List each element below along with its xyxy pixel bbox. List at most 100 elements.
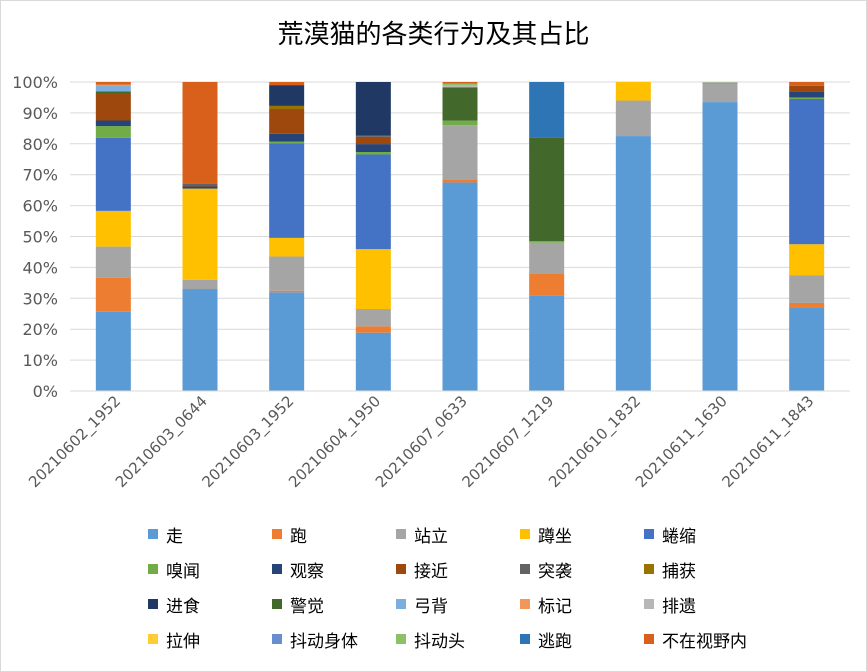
bar-segment	[702, 82, 738, 83]
bar-segment	[355, 332, 391, 391]
bar-segment	[269, 292, 305, 391]
x-tick-label: 20210607_0633	[372, 392, 472, 492]
x-tick-label: 20210603_0644	[112, 392, 212, 492]
bar-segment	[789, 307, 825, 391]
bar-segment	[355, 144, 391, 152]
bar-segment	[95, 86, 131, 92]
bar-segment	[789, 82, 825, 86]
bar-segment	[442, 87, 478, 121]
legend-label: 蹲坐	[538, 526, 572, 547]
legend-label: 捕获	[662, 561, 696, 582]
bar-segment	[95, 277, 131, 312]
legend-swatch	[644, 564, 654, 574]
bar-segment	[182, 186, 218, 189]
bar-segment	[789, 91, 825, 98]
bar-segment	[615, 100, 651, 137]
y-tick-label: 100%	[12, 73, 58, 92]
legend-swatch	[644, 634, 654, 644]
legend-swatch	[272, 529, 282, 539]
bar-segment	[269, 256, 305, 291]
x-tick-label: 20210611_1843	[718, 392, 818, 492]
legend-item: 拉伸	[148, 627, 272, 652]
legend-swatch	[272, 634, 282, 644]
y-tick-label: 80%	[22, 135, 58, 154]
bar-segment	[702, 102, 738, 392]
x-tick-label: 20210607_1219	[458, 392, 558, 492]
legend-label: 跑	[290, 526, 307, 547]
x-tick-label: 20210604_1950	[285, 392, 385, 492]
legend-item: 抖动身体	[272, 627, 396, 652]
stacked-bar-chart: 0% 10% 20% 30% 40% 50% 60% 70% 80% 90% 100% 2021060…	[12, 73, 850, 492]
legend-swatch	[148, 564, 158, 574]
legend-swatch	[148, 634, 158, 644]
legend-label: 站立	[414, 526, 448, 547]
legend-label: 蜷缩	[662, 526, 696, 547]
bar-segment	[615, 82, 651, 101]
chart-title: 荒漠猫的各类行为及其占比	[277, 20, 590, 50]
legend-item: 站立	[396, 522, 520, 547]
legend-label: 标记	[538, 596, 572, 617]
x-tick-label: 20210610_1832	[545, 392, 645, 492]
legend-item: 观察	[272, 557, 396, 582]
legend-label: 突袭	[538, 561, 572, 582]
y-tick-label: 90%	[22, 104, 58, 123]
y-tick-label: 0%	[33, 382, 58, 401]
bar-segment	[702, 82, 738, 84]
bar-segment	[355, 135, 391, 137]
legend-item: 标记	[520, 592, 644, 617]
legend-item: 进食	[148, 592, 272, 617]
bar-segment	[529, 242, 565, 274]
bar-segment	[789, 275, 825, 303]
x-tick-label: 20210611_1630	[632, 392, 732, 492]
bar-segment	[182, 279, 218, 290]
bar-segment	[269, 133, 305, 142]
legend-item: 警觉	[272, 592, 396, 617]
y-tick-label: 10%	[22, 351, 58, 370]
y-tick-label: 30%	[22, 289, 58, 308]
legend-item: 蹲坐	[520, 522, 644, 547]
bar-segment	[442, 82, 478, 84]
legend-item: 弓背	[396, 592, 520, 617]
bar-segment	[95, 210, 131, 247]
x-tick-label: 20210603_1952	[198, 392, 298, 492]
legend-swatch	[396, 599, 406, 609]
legend-swatch	[272, 564, 282, 574]
legend-label: 警觉	[290, 596, 324, 617]
bar-segment	[442, 179, 478, 183]
bar-segment	[442, 83, 478, 86]
legend-item: 抖动头	[396, 627, 520, 652]
bar-segment	[95, 93, 131, 121]
bar-segment	[355, 309, 391, 327]
bar-segment	[442, 182, 478, 391]
legend-label: 观察	[290, 561, 324, 582]
bar-segment	[529, 137, 565, 242]
bar-segment	[269, 82, 305, 86]
legend-item: 蜷缩	[644, 522, 768, 547]
legend-label: 不在视野内	[662, 631, 747, 652]
bar-segment	[182, 82, 218, 184]
legend-label: 进食	[166, 596, 200, 617]
chart-legend: 走 跑 站立 蹲坐 蜷缩 嗅闻 观察 接近 突袭 捕获 进食 警觉 弓背 标记 排遗 拉伸 抖动身体 抖动头 逃跑 不…	[148, 522, 768, 652]
legend-item: 逃跑	[520, 627, 644, 652]
legend-label: 逃跑	[538, 631, 572, 652]
legend-label: 抖动身体	[290, 631, 358, 652]
bar-segment	[355, 82, 391, 136]
bar-segment	[269, 105, 305, 110]
bar-segment	[182, 183, 218, 186]
bar-segment	[442, 125, 478, 180]
bar-segment	[182, 188, 218, 280]
legend-item: 捕获	[644, 557, 768, 582]
bar-segment	[95, 84, 131, 87]
bar-segment	[789, 97, 825, 99]
bar-segment	[269, 85, 305, 106]
legend-label: 排遗	[662, 596, 696, 617]
y-tick-label: 40%	[22, 258, 58, 277]
legend-swatch	[520, 564, 530, 574]
bar-segment	[269, 141, 305, 144]
bar-segment	[615, 136, 651, 391]
legend-item: 跑	[272, 522, 396, 547]
legend-swatch	[396, 564, 406, 574]
bar-segment	[355, 249, 391, 310]
bar-segment	[355, 151, 391, 155]
legend-swatch	[520, 599, 530, 609]
